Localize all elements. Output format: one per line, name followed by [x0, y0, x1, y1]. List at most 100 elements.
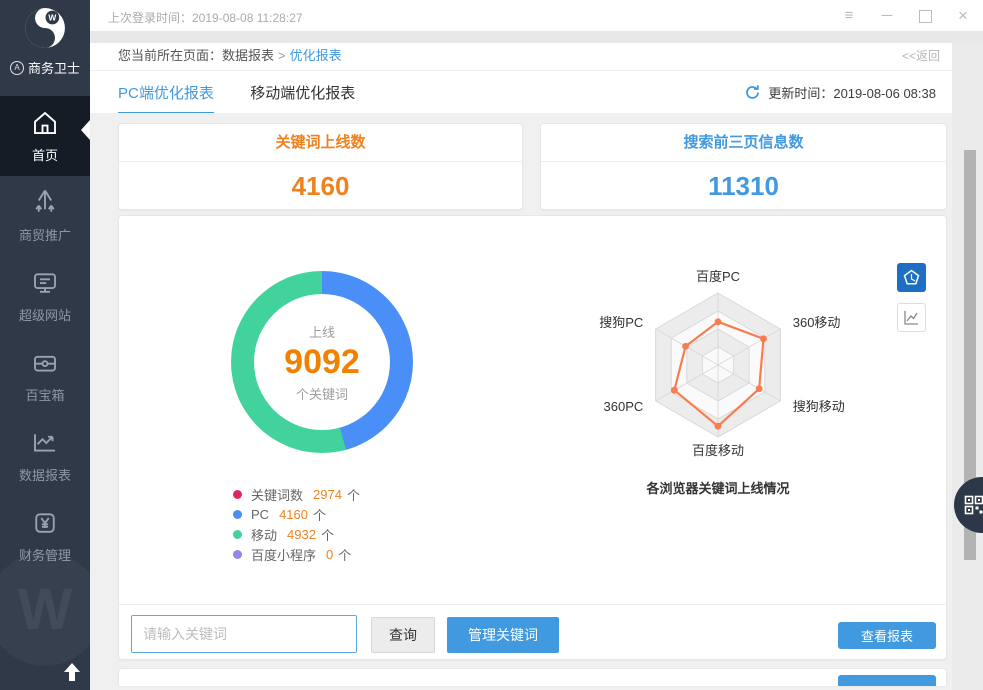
tab-mobile-report[interactable]: 移动端优化报表: [250, 85, 356, 102]
arrow-up-icon: [64, 663, 80, 681]
topbar-divider: [90, 31, 983, 43]
sidebar-item-label: 商贸推广: [18, 228, 71, 243]
donut-chart: [231, 271, 413, 453]
sidebar-item-label: 超级网站: [18, 308, 71, 323]
svg-text:W: W: [48, 13, 56, 23]
minimize-button[interactable]: ─: [881, 7, 893, 24]
back-link[interactable]: <<返回: [901, 49, 940, 63]
legend-label: PC: [251, 506, 270, 522]
content-body: 关键词上线数 4160 搜索前三页信息数 11310 上线 9092 个关键词 …: [90, 113, 952, 690]
brand-badge-icon: A: [9, 60, 24, 75]
donut-center-value: 9092: [284, 342, 360, 381]
legend-value: 0: [326, 546, 334, 562]
stat-card-title: 关键词上线数: [119, 124, 522, 162]
breadcrumb: 您当前所在页面：数据报表 > 优化报表 <<返回: [90, 43, 952, 71]
legend-value: 2974: [313, 486, 342, 502]
legend-dot: [233, 549, 242, 559]
svg-text:搜狗PC: 搜狗PC: [599, 315, 643, 330]
website-icon: [34, 273, 56, 293]
sidebar-watermark: W: [0, 552, 102, 666]
legend-label: 移动: [251, 527, 278, 543]
sidebar-item-promotion[interactable]: 商贸推广: [0, 176, 90, 256]
brand-logo-icon: W: [25, 8, 65, 48]
stat-card-keywords: 关键词上线数 4160: [118, 123, 523, 210]
scrollbar-thumb[interactable]: [964, 150, 976, 560]
legend-unit: 个: [312, 507, 326, 523]
tab-bar: PC端优化报表 移动端优化报表 更新时间：2019-08-06 08:38: [90, 71, 952, 114]
legend-unit: 个: [346, 487, 360, 503]
svg-text:百度移动: 百度移动: [692, 443, 744, 458]
query-button[interactable]: 查询: [371, 617, 435, 653]
breadcrumb-current: 优化报表: [289, 48, 342, 63]
stat-card-value: 4160: [291, 171, 350, 201]
sidebar-item-label: 数据报表: [18, 468, 71, 483]
stat-card-top3: 搜索前三页信息数 11310: [540, 123, 947, 210]
radar-view-button[interactable]: [897, 263, 926, 292]
view-report-button[interactable]: 查看报表: [838, 622, 936, 649]
legend-item: 移动 4932 个: [233, 524, 360, 544]
legend-label: 关键词数: [251, 487, 304, 503]
donut-center-label-top: 上线: [308, 324, 335, 340]
breadcrumb-prefix: 您当前所在页面：: [118, 48, 223, 63]
svg-text:360PC: 360PC: [604, 399, 644, 414]
legend-dot: [233, 509, 242, 519]
view-report-button-partial[interactable]: [838, 675, 936, 686]
legend-item: 百度小程序 0 个: [233, 544, 360, 564]
charts-panel: 上线 9092 个关键词 关键词数 2974 个 PC 4160 个: [118, 215, 947, 660]
svg-text:搜狗移动: 搜狗移动: [793, 399, 845, 414]
sidebar-item-label: 百宝箱: [25, 388, 65, 403]
window-menu-button[interactable]: ≡: [844, 7, 854, 24]
sidebar-item-label: 财务管理: [18, 548, 71, 563]
sidebar-item-toolbox[interactable]: 百宝箱: [0, 336, 90, 416]
home-icon: [34, 111, 56, 134]
stat-card-title: 搜索前三页信息数: [541, 124, 946, 162]
stat-card-value: 11310: [708, 171, 779, 201]
line-view-button[interactable]: [897, 303, 926, 332]
refresh-icon[interactable]: [744, 84, 761, 101]
legend-unit: 个: [338, 547, 352, 563]
sidebar-item-website[interactable]: 超级网站: [0, 256, 90, 336]
pentagon-icon: [903, 269, 920, 285]
active-indicator-notch: [81, 120, 90, 140]
line-chart-icon: [904, 311, 918, 325]
donut-center-label-bottom: 个关键词: [295, 386, 348, 402]
promotion-icon: [35, 190, 55, 212]
topbar: 上次登录时间：2019-08-08 11:28:27 ≡ ─ ×: [90, 0, 983, 31]
legend-dot: [233, 489, 242, 499]
brand-name: 商务卫士: [27, 61, 80, 76]
sidebar-item-label: 首页: [31, 148, 58, 163]
last-login-time: 上次登录时间：2019-08-08 11:28:27: [108, 11, 303, 25]
report-icon: [34, 434, 55, 452]
legend-unit: 个: [320, 527, 334, 543]
sidebar-item-report[interactable]: 数据报表: [0, 416, 90, 496]
breadcrumb-separator: >: [278, 48, 286, 63]
tab-pc-report[interactable]: PC端优化报表: [118, 82, 214, 114]
legend: 关键词数 2974 个 PC 4160 个 移动 4932 个: [233, 484, 360, 564]
svg-text:百度PC: 百度PC: [696, 269, 740, 284]
sidebar-item-home[interactable]: 首页: [0, 96, 90, 176]
sidebar: W A 商务卫士 首页 商贸推广 超级网站 百宝箱 数据报表: [0, 0, 102, 690]
maximize-button[interactable]: [919, 10, 932, 23]
scrollbar: [952, 43, 983, 690]
manage-keywords-button[interactable]: 管理关键词: [447, 617, 559, 653]
legend-item: PC 4160 个: [233, 504, 360, 524]
brand-logo: W A 商务卫士: [0, 0, 90, 96]
qr-code-icon: [964, 495, 983, 515]
main-content: 您当前所在页面：数据报表 > 优化报表 <<返回 PC端优化报表 移动端优化报表 更…: [90, 43, 952, 690]
toolbox-icon: [34, 355, 56, 372]
finance-icon: [35, 513, 55, 533]
sidebar-item-finance[interactable]: 财务管理: [0, 496, 90, 576]
keyword-search-input[interactable]: [131, 615, 357, 653]
svg-text:360移动: 360移动: [793, 315, 841, 330]
legend-item: 关键词数 2974 个: [233, 484, 360, 504]
radar-caption: 各浏览器关键词上线情况: [646, 481, 790, 496]
close-button[interactable]: ×: [958, 6, 968, 25]
legend-value: 4160: [279, 506, 308, 522]
divider: [119, 604, 946, 605]
legend-label: 百度小程序: [251, 547, 317, 563]
back-to-top-button[interactable]: [61, 661, 83, 683]
donut-chart-wrap: 上线 9092 个关键词: [231, 271, 413, 453]
legend-value: 4932: [287, 526, 316, 542]
